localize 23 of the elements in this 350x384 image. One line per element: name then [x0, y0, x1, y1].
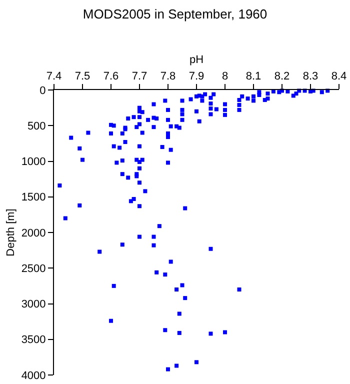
- x-tick-label: 8.2: [274, 70, 290, 83]
- x-tick-label: 8: [222, 70, 228, 83]
- y-axis-title: Depth [m]: [4, 208, 17, 256]
- x-tick-label: 7.7: [132, 70, 148, 83]
- x-tick-label: 7.4: [46, 70, 62, 83]
- y-tick-label: 4000: [21, 370, 46, 382]
- chart-title: MODS2005 in September, 1960: [82, 6, 268, 22]
- x-tick-label: 7.9: [188, 70, 204, 83]
- y-tick-label: 3500: [21, 334, 46, 346]
- x-axis-title: pH: [189, 54, 204, 66]
- y-tick-label: 2500: [21, 262, 46, 275]
- x-tick-label: 7.5: [74, 70, 90, 83]
- x-tick-label: 7.6: [103, 70, 119, 83]
- y-tick-label: 0: [40, 84, 46, 97]
- x-tick-label: 8.1: [246, 70, 262, 83]
- y-tick-label: 500: [27, 120, 46, 132]
- x-tick-label: 7.8: [160, 70, 176, 83]
- y-tick-label: 2000: [21, 227, 46, 240]
- x-tick-label: 8.3: [302, 70, 318, 83]
- x-tick-label: 8.4: [331, 70, 347, 83]
- y-tick-label: 3000: [21, 298, 46, 311]
- y-tick-label: 1000: [21, 156, 46, 168]
- y-tick-label: 1500: [21, 192, 46, 204]
